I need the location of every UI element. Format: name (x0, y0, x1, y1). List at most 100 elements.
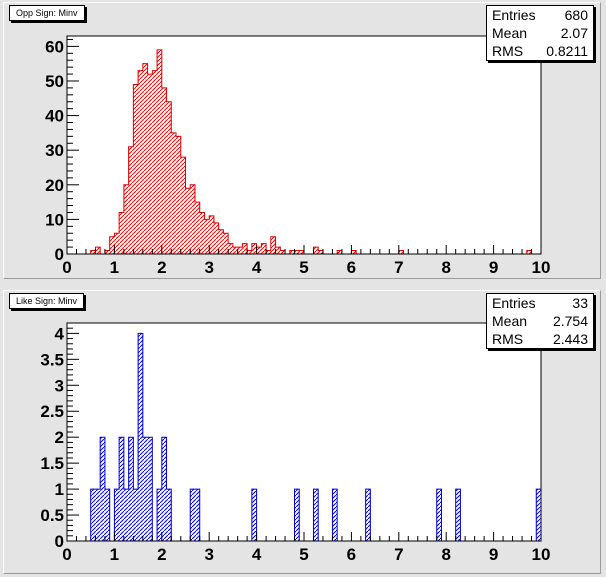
opp-sign-pad: 0 1 2 3 4 5 6 7 8 9 10 0 10 20 30 40 50 60 Opp Sign: Minv… (3, 2, 601, 279)
plot-title: Opp Sign: Minv (9, 5, 85, 21)
stats-rms-value: 0.8211 (546, 43, 588, 59)
histogram-bin (171, 132, 177, 254)
histogram-bin (294, 250, 300, 254)
histogram-bin (157, 489, 162, 541)
histogram-svg: 0 1 2 3 4 5 6 7 8 9 10 0 10 20 30 40 50 60 (45, 35, 551, 277)
x-tick-label: 6 (347, 545, 356, 564)
histogram-bin (526, 250, 532, 254)
x-tick-label: 1 (110, 545, 119, 564)
stats-entries-label: Entries (492, 7, 536, 23)
histogram-bin (228, 243, 233, 254)
histogram-bin (436, 489, 442, 541)
histogram-bin (157, 49, 162, 254)
stats-entries-value: 33 (572, 295, 588, 311)
stats-mean-row: Mean 2.07 (487, 24, 593, 42)
stats-mean-row: Mean 2.754 (487, 312, 593, 330)
histogram-bin (204, 219, 210, 254)
histogram-bin (289, 250, 295, 254)
histogram-bin (242, 243, 248, 254)
y-tick-label: 30 (45, 141, 64, 160)
histogram-bin (194, 489, 200, 541)
histogram-bin (128, 437, 134, 541)
histogram-bin (90, 250, 96, 254)
stats-rms-label: RMS (492, 331, 524, 347)
x-tick-label: 2 (157, 545, 166, 564)
y-tick-label: 10 (45, 210, 64, 229)
x-tick-label: 4 (252, 545, 262, 564)
stats-box: Entries 33 Mean 2.754 RMS 2.443 (486, 293, 594, 349)
histogram-bin (209, 215, 214, 254)
stats-rms-value: 2.443 (552, 331, 588, 347)
y-tick-label: 0.5 (40, 506, 64, 525)
histogram-bin (147, 74, 153, 254)
x-tick-label: 0 (62, 545, 71, 564)
histogram-bin (270, 236, 276, 254)
x-tick-label: 8 (441, 545, 450, 564)
histogram-bin (138, 333, 143, 541)
y-tick-label: 50 (45, 72, 64, 91)
y-tick-label: 0 (55, 245, 64, 264)
x-tick-label: 0 (62, 258, 71, 277)
x-tick-label: 9 (489, 545, 498, 564)
histogram-bin (114, 233, 120, 254)
histogram-bin (190, 184, 195, 254)
histogram-bin (119, 437, 124, 541)
histogram-bin (114, 489, 120, 541)
like-sign-pad: 0 1 2 3 4 5 6 7 8 9 10 0 0.5 1 1.5 2 2.5 3 3.5 4 Like Sign:… (3, 290, 601, 574)
y-tick-label: 3.5 (40, 350, 64, 369)
stats-entries-row: Entries 680 (487, 6, 593, 24)
x-tick-label: 10 (532, 258, 551, 277)
histogram-bin (104, 250, 110, 254)
histogram-bin (247, 250, 252, 254)
histogram-bin (299, 250, 304, 254)
stats-mean-value: 2.754 (552, 313, 588, 329)
histogram-bin (123, 489, 129, 541)
x-tick-label: 1 (110, 258, 119, 277)
x-tick-label: 7 (394, 258, 403, 277)
histogram-bin (128, 146, 134, 254)
y-tick-label: 20 (45, 176, 64, 195)
histogram-bin (280, 250, 286, 254)
histogram-bin (318, 250, 323, 254)
x-tick-label: 5 (299, 545, 308, 564)
x-tick-label: 5 (299, 258, 308, 277)
histogram-bin (138, 70, 143, 254)
y-tick-label: 0 (55, 532, 64, 551)
histogram-bin (213, 222, 219, 254)
histogram-bin (313, 489, 319, 541)
y-tick-label: 3 (55, 376, 64, 395)
x-tick-label: 8 (441, 258, 450, 277)
plot-title: Like Sign: Minv (9, 293, 85, 309)
histogram-bin (90, 489, 96, 541)
histogram-bin (275, 247, 281, 254)
stats-entries-value: 680 (564, 7, 588, 23)
histogram-bin (223, 233, 229, 254)
histogram-bin (365, 489, 371, 541)
x-tick-label: 4 (252, 258, 262, 277)
stats-entries-row: Entries 33 (487, 294, 593, 312)
histogram-bin (251, 243, 257, 254)
histogram-bin (161, 437, 167, 541)
stats-rms-label: RMS (492, 43, 524, 59)
histogram-bin (166, 489, 172, 541)
histogram-bin (123, 184, 129, 254)
histogram-bin (95, 247, 101, 254)
histogram-bin (100, 437, 105, 541)
histogram-bin (147, 437, 153, 541)
histogram-bin (133, 489, 139, 541)
y-tick-label: 1 (55, 480, 64, 499)
stats-mean-label: Mean (492, 313, 528, 329)
histogram-bin (119, 212, 124, 254)
stats-entries-label: Entries (492, 295, 536, 311)
histogram-bin (232, 247, 238, 254)
histogram-bin (142, 63, 148, 254)
y-tick-label: 2.5 (40, 402, 64, 421)
histogram-bin (251, 489, 257, 541)
stats-rms-row: RMS 0.8211 (487, 42, 593, 60)
x-tick-label: 6 (347, 258, 356, 277)
stats-mean-label: Mean (492, 25, 528, 41)
stats-box: Entries 680 Mean 2.07 RMS 0.8211 (486, 5, 594, 61)
histogram-bin (313, 247, 319, 254)
histogram-bin (351, 250, 357, 254)
histogram-bin (185, 188, 191, 254)
